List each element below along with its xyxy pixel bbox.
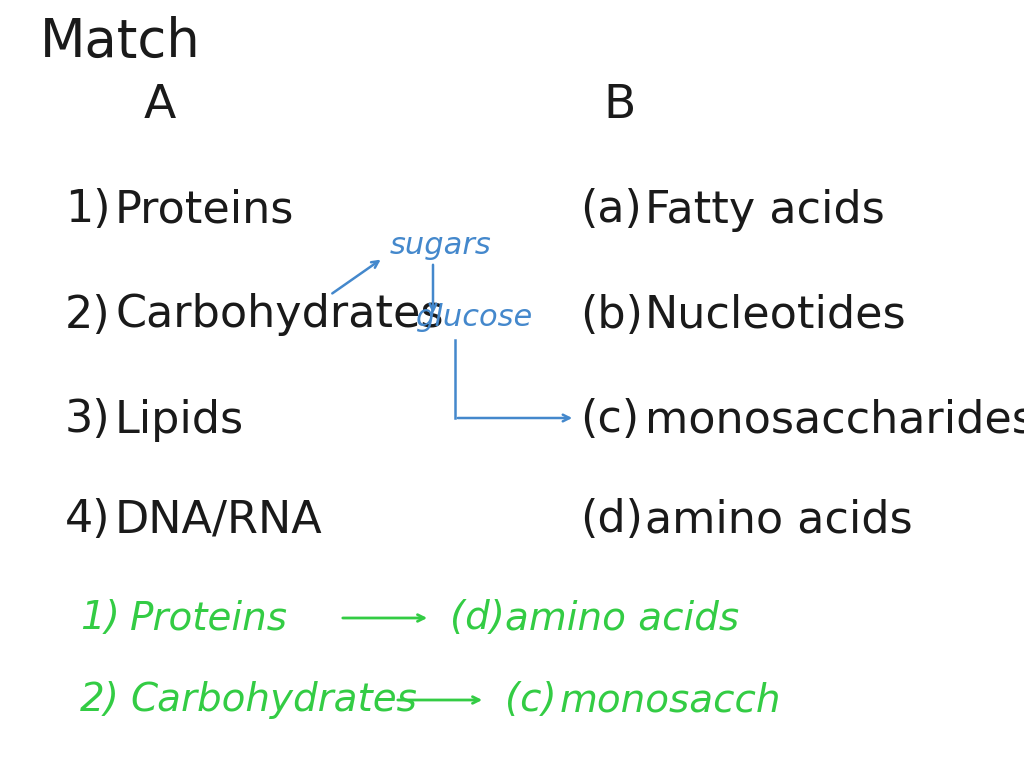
- Text: (d): (d): [580, 498, 643, 541]
- Text: Lipids: Lipids: [115, 399, 244, 442]
- Text: monosacch: monosacch: [560, 681, 781, 719]
- Text: Carbohydrates: Carbohydrates: [115, 293, 443, 336]
- Text: 2): 2): [80, 681, 120, 719]
- Text: 1): 1): [65, 188, 111, 231]
- Text: 3): 3): [65, 399, 111, 442]
- Text: (c): (c): [505, 681, 557, 719]
- Text: Nucleotides: Nucleotides: [645, 293, 906, 336]
- Text: 4): 4): [65, 498, 111, 541]
- Text: (d): (d): [450, 599, 505, 637]
- Text: amino acids: amino acids: [645, 498, 912, 541]
- Text: amino acids: amino acids: [505, 599, 739, 637]
- Text: B: B: [604, 82, 636, 127]
- Text: (c): (c): [580, 399, 639, 442]
- Text: (a): (a): [580, 188, 642, 231]
- Text: Proteins: Proteins: [115, 188, 294, 231]
- Text: glucose: glucose: [415, 303, 532, 333]
- Text: DNA/RNA: DNA/RNA: [115, 498, 323, 541]
- Text: Carbohydrates: Carbohydrates: [130, 681, 417, 719]
- Text: sugars: sugars: [390, 230, 492, 260]
- Text: Match: Match: [40, 16, 201, 68]
- Text: Proteins: Proteins: [130, 599, 288, 637]
- Text: A: A: [143, 82, 176, 127]
- Text: 2): 2): [65, 293, 111, 336]
- Text: (b): (b): [580, 293, 643, 336]
- Text: Fatty acids: Fatty acids: [645, 188, 885, 231]
- Text: monosaccharides: monosaccharides: [645, 399, 1024, 442]
- Text: 1): 1): [80, 599, 120, 637]
